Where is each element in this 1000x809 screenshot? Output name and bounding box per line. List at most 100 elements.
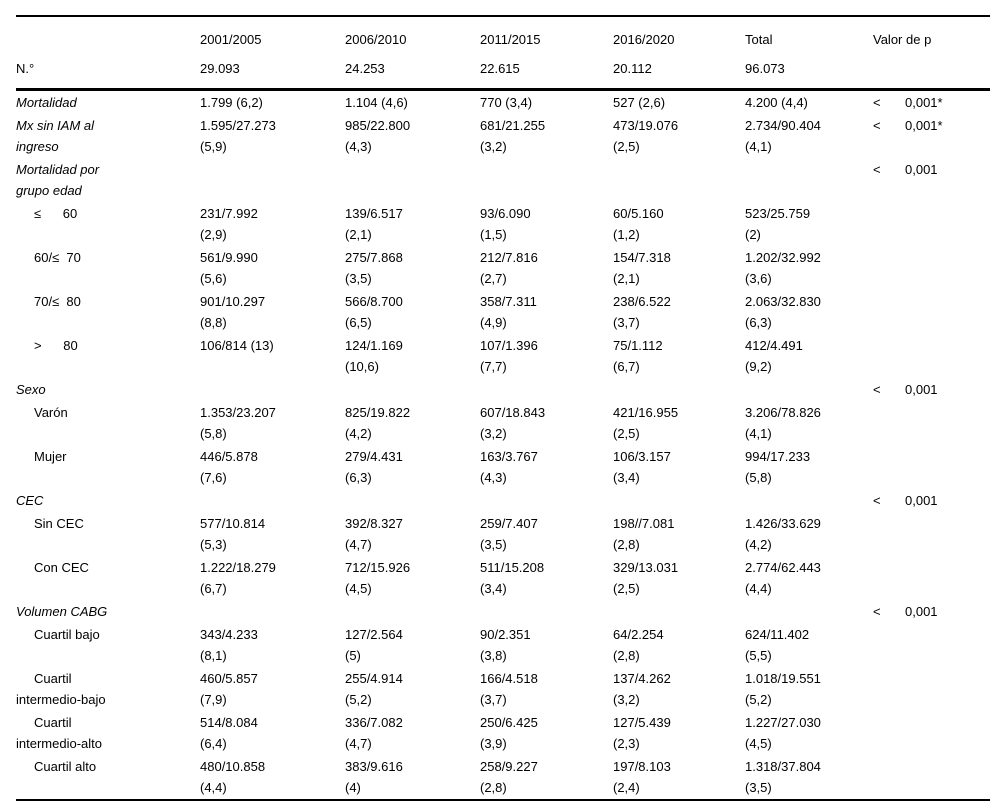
header-cell-period-3: 2011/2015 [480,32,541,47]
cell-value: 255/4.914 (5,2) [345,671,403,707]
cell-value: 127/2.564 (5) [345,627,403,663]
cell-value: 1.104 (4,6) [345,95,408,110]
p-value-cell: <0,001 [873,600,990,623]
p-value-cell [873,445,990,489]
cell-value: 231/7.992 (2,9) [200,206,258,242]
header-cell-total: Total [745,32,773,47]
p-value-cell: <0,001 [873,158,990,202]
table-row: Varón 1.353/23.207 (5,8) 825/19.822 (4,2) 6… [16,401,990,445]
p-value-cell: <0,001 [873,378,990,401]
row-label: Cuartil intermedio-bajo [16,671,106,707]
p-value-cell [873,290,990,334]
cell-value [345,158,480,202]
p-value: 0,001 [905,162,938,177]
row-label: Volumen CABG [16,604,108,619]
p-value: 0,001 [905,604,938,619]
cell-value: 460/5.857 (7,9) [200,671,258,707]
cell-value: 901/10.297 (8,8) [200,294,266,330]
table-row: 70/≤ 80 901/10.297 (8,8) 566/8.700 (6,5) 35… [16,290,990,334]
header-cell-period-1: 2001/2005 [200,32,262,47]
cell-value: 124/1.169 (10,6) [345,338,403,374]
cell-value [480,158,613,202]
cell-value: 212/7.816 (2,7) [480,250,538,286]
cell-value: 154/7.318 (2,1) [613,250,671,286]
less-than-sign: < [873,95,881,110]
cell-value: 527 (2,6) [613,95,666,110]
cell-value: 624/11.402 (5,5) [745,627,810,663]
cell-value: 258/9.227 (2,8) [480,759,538,795]
cell-value: 1.227/27.030 (4,5) [745,715,821,751]
n-row-value: 22.615 [480,61,520,76]
n-row-label: N.° [16,61,35,76]
cell-value: 106/814 (13) [200,338,274,353]
cell-value: 383/9.616 (4) [345,759,403,795]
cell-value [200,600,345,623]
table-row: Cuartil intermedio-alto 514/8.084 (6,4) 33… [16,711,990,755]
cell-value [480,489,613,512]
p-value: 0,001 [905,493,938,508]
cell-value: 985/22.800 (4,3) [345,118,411,154]
less-than-sign: < [873,604,881,619]
p-value-cell [873,334,990,378]
table-row: Con CEC 1.222/18.279 (6,7) 712/15.926 (4,5… [16,556,990,600]
header-row: 2001/2005 2006/2010 2011/2015 2016/2020 … [16,16,990,54]
cell-value: 1.018/19.551 (5,2) [745,671,821,707]
p-value-cell [873,667,990,711]
header-cell-period-2: 2006/2010 [345,32,407,47]
table-body: Mortalidad 1.799 (6,2) 1.104 (4,6) 770 (3,4… [16,90,990,801]
row-label: Mortalidad [16,95,77,110]
row-label: Varón [34,405,68,420]
cell-value: 2.734/90.404 (4,1) [745,118,821,154]
p-value-cell [873,512,990,556]
n-row-value: 29.093 [200,61,240,76]
cell-value: 198//7.081 (2,8) [613,516,675,552]
table-row: Cuartil alto 480/10.858 (4,4) 383/9.616 (4… [16,755,990,800]
cell-value: 1.353/23.207 (5,8) [200,405,276,441]
cell-value: 577/10.814 (5,3) [200,516,266,552]
cell-value: 770 (3,4) [480,95,533,110]
row-label: Cuartil bajo [34,627,100,642]
cell-value: 75/1.112 (6,7) [613,338,663,374]
cell-value: 2.774/62.443 (4,4) [745,560,821,596]
cell-value: 259/7.407 (3,5) [480,516,538,552]
row-label: 70/≤ 80 [34,294,81,309]
cell-value: 511/15.208 (3,4) [480,560,545,596]
cell-value: 681/21.255 (3,2) [480,118,546,154]
cell-value: 197/8.103 (2,4) [613,759,671,795]
cell-value: 90/2.351 (3,8) [480,627,531,663]
less-than-sign: < [873,493,881,508]
table-row: Volumen CABG <0,001 [16,600,990,623]
table-row: Sin CEC 577/10.814 (5,3) 392/8.327 (4,7) 25… [16,512,990,556]
table-row: > 80 106/814 (13) 124/1.169 (10,6) 107/1.39… [16,334,990,378]
p-value-cell [873,623,990,667]
row-label: Mx sin IAM al ingreso [16,118,95,154]
n-row-value: 96.073 [745,61,785,76]
cell-value [613,158,745,202]
cell-value: 446/5.878 (7,6) [200,449,258,485]
cell-value: 480/10.858 (4,4) [200,759,266,795]
row-label: CEC [16,493,44,508]
row-label: ≤ 60 [34,206,78,221]
cell-value: 1.426/33.629 (4,2) [745,516,821,552]
table-row: Mortalidad 1.799 (6,2) 1.104 (4,6) 770 (3,4… [16,90,990,115]
row-label: Cuartil alto [34,759,97,774]
cell-value [745,158,873,202]
row-label: > 80 [34,338,78,353]
cell-value: 1.799 (6,2) [200,95,263,110]
table-row: Cuartil bajo 343/4.233 (8,1) 127/2.564 (5)… [16,623,990,667]
table-row: Cuartil intermedio-bajo 460/5.857 (7,9) 25… [16,667,990,711]
table-row: ≤ 60 231/7.992 (2,9) 139/6.517 (2,1) 93/6.0… [16,202,990,246]
less-than-sign: < [873,382,881,397]
cell-value: 412/4.491 (9,2) [745,338,803,374]
cell-value: 566/8.700 (6,5) [345,294,403,330]
cell-value: 139/6.517 (2,1) [345,206,403,242]
cell-value [480,378,613,401]
cell-value [613,489,745,512]
cell-value [745,489,873,512]
p-value-cell: <0,001 [873,489,990,512]
cell-value: 64/2.254 (2,8) [613,627,664,663]
row-label: Sin CEC [34,516,84,531]
cell-value: 107/1.396 (7,7) [480,338,538,374]
cell-value: 250/6.425 (3,9) [480,715,538,751]
